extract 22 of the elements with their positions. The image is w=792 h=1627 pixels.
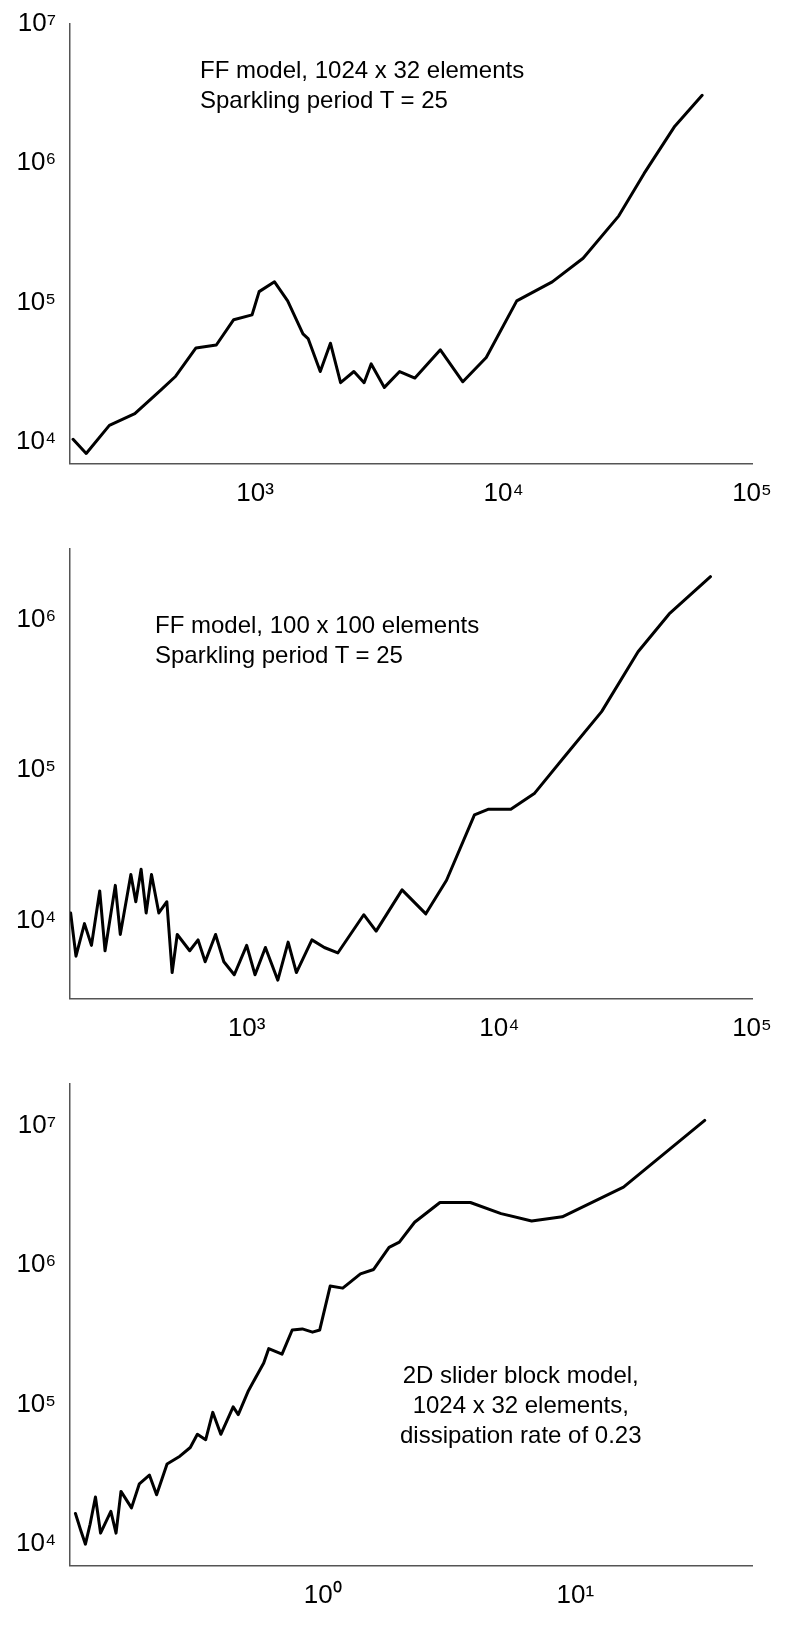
y-tick-label: 10⁶ [16, 603, 57, 634]
y-tick-label: 10⁶ [16, 1248, 57, 1279]
annotation: FF model, 1024 x 32 elements Sparkling period T = 25 [200, 55, 525, 115]
y-tick-label: 10⁷ [17, 1108, 57, 1139]
y-tick-label: 10⁵ [16, 285, 57, 316]
annotation: 2D slider block model, 1024 x 32 elements, dissipation rate of 0.23 [400, 1360, 642, 1450]
y-tick-label: 10⁴ [16, 1527, 57, 1558]
y-tick-label: 10⁶ [16, 146, 57, 177]
y-tick-label: 10⁷ [17, 6, 57, 37]
y-tick-label: 10⁵ [16, 1387, 57, 1418]
x-tick-label: 10⁵ [732, 1011, 772, 1042]
x-tick-label: 10¹ [556, 1578, 595, 1609]
y-tick-label: 10⁴ [16, 425, 57, 456]
x-tick-label: 10³ [236, 476, 275, 507]
annotation: FF model, 100 x 100 elements Sparkling period T = 25 [155, 610, 480, 670]
y-tick-label: 10⁴ [16, 903, 57, 934]
x-tick-label: 10⁵ [732, 476, 772, 507]
y-tick-label: 10⁵ [16, 753, 57, 784]
x-tick-label: 10⁰ [303, 1578, 342, 1609]
x-tick-label: 10³ [227, 1011, 266, 1042]
x-tick-label: 10⁴ [479, 1011, 520, 1042]
x-tick-label: 10⁴ [483, 476, 524, 507]
